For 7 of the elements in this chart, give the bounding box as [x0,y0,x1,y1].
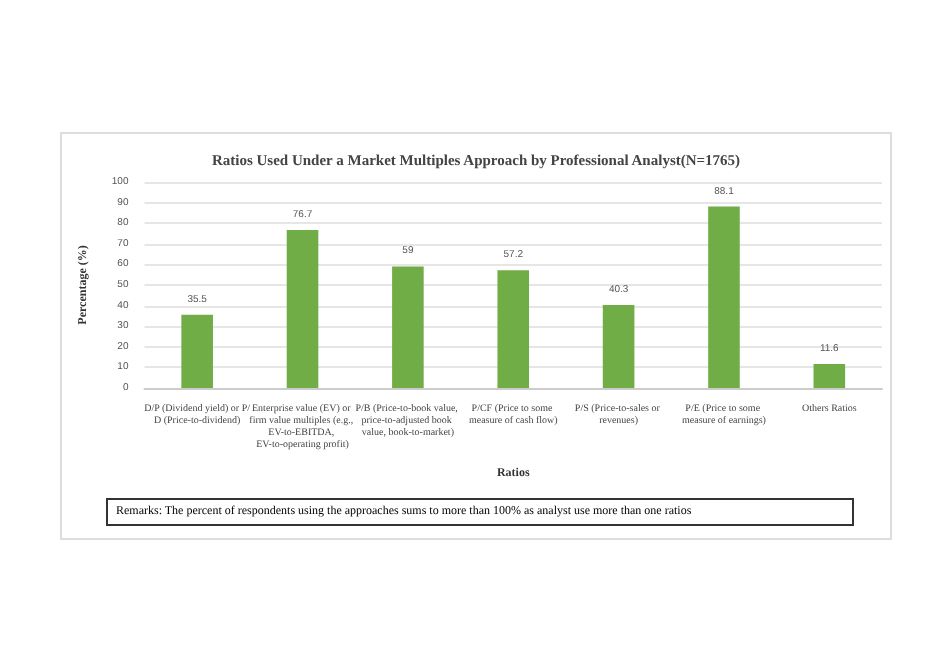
bar [181,314,213,388]
bar [708,206,740,388]
bar [392,266,424,388]
bar [813,364,846,388]
bar [497,270,530,388]
bar [286,230,319,388]
bar [602,304,635,388]
